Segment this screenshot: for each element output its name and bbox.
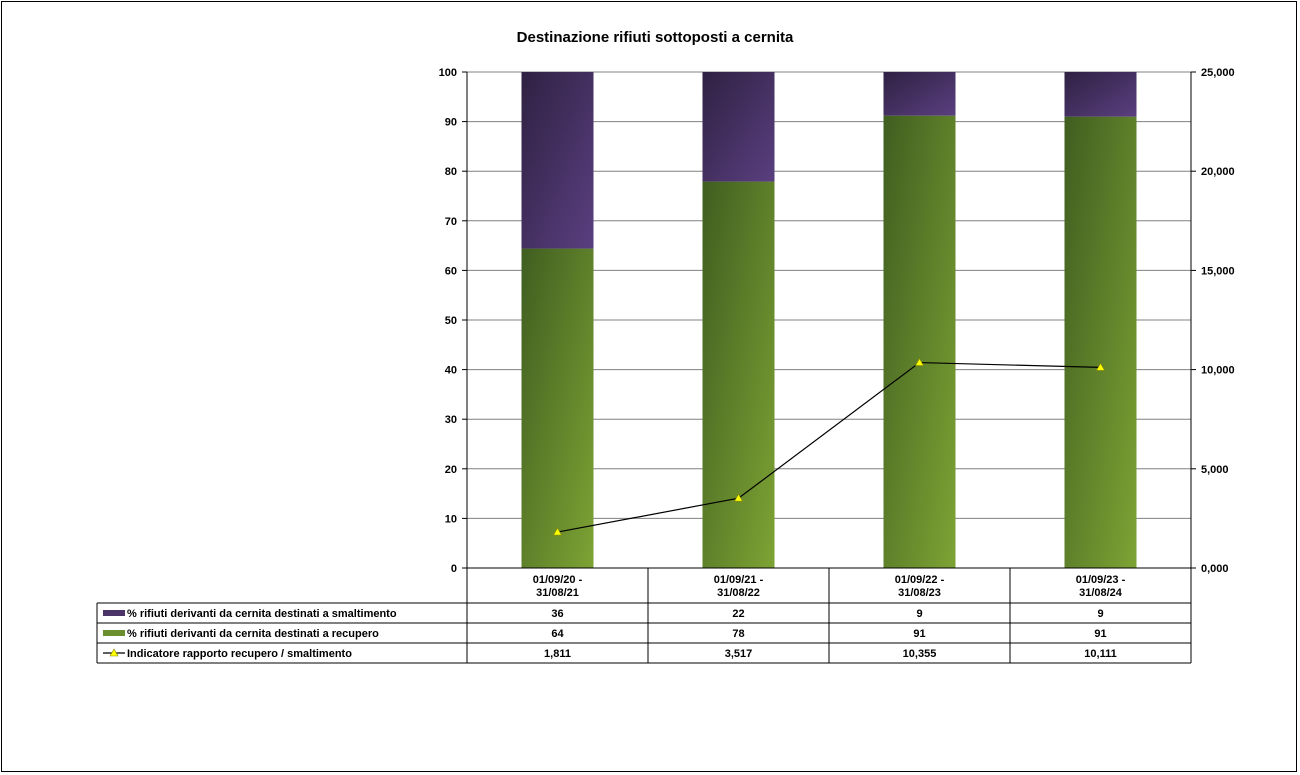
- y-left-ticks: 0 10 20 30 40 50 60 70 80 90 100: [439, 67, 467, 575]
- bar-recupero: [702, 181, 775, 568]
- indicator-point: [914, 357, 925, 366]
- x-tick-label: 01/09/20 -: [533, 574, 583, 586]
- data-label: 22: [732, 608, 744, 620]
- bar-recupero: [521, 248, 594, 569]
- x-tick-label: 01/09/23 -: [1076, 574, 1126, 586]
- y-left-tick-label: 90: [445, 117, 457, 129]
- data-label: 10,111: [1084, 648, 1116, 660]
- y-right-tick-label: 10,000: [1201, 365, 1235, 377]
- data-label: 3,517: [725, 648, 753, 660]
- x-tick-label: 01/09/22 -: [895, 574, 945, 586]
- data-table: 01/09/20 -31/08/21 01/09/21 -31/08/22 01/0…: [96, 568, 1192, 664]
- indicator-point: [552, 527, 563, 536]
- data-label: 64: [551, 628, 564, 640]
- line-series: [552, 357, 1106, 536]
- x-tick-label: 31/08/23: [898, 587, 941, 599]
- data-label: 10,355: [903, 648, 937, 660]
- y-left-tick-label: 30: [445, 414, 457, 426]
- x-tick-label: 31/08/22: [717, 587, 760, 599]
- legend-key-bar: [103, 610, 125, 616]
- y-right-ticks: 0,000 5,000 10,000 15,000 20,000 25,000: [1191, 67, 1235, 575]
- bar-smaltimento: [521, 72, 594, 249]
- y-left-tick-label: 20: [445, 464, 457, 476]
- legend-label: % rifiuti derivanti da cernita destinati…: [127, 608, 397, 620]
- chart-title: Destinazione rifiuti sottoposti a cernit…: [517, 29, 794, 46]
- bar-smaltimento: [702, 72, 775, 182]
- y-left-tick-label: 10: [445, 513, 457, 525]
- y-right-tick-label: 5,000: [1201, 464, 1229, 476]
- y-right-tick-label: 0,000: [1201, 563, 1229, 575]
- y-right-tick-label: 20,000: [1201, 166, 1235, 178]
- data-label: 91: [913, 628, 925, 640]
- legend-label: % rifiuti derivanti da cernita destinati…: [127, 628, 379, 640]
- y-left-tick-label: 100: [439, 67, 457, 79]
- bars: [521, 72, 1137, 569]
- y-left-tick-label: 50: [445, 315, 457, 327]
- x-tick-label: 31/08/24: [1079, 587, 1123, 599]
- x-tick-label: 31/08/21: [536, 587, 579, 599]
- y-left-tick-label: 80: [445, 166, 457, 178]
- y-right-tick-label: 15,000: [1201, 265, 1235, 277]
- y-left-tick-label: 70: [445, 216, 457, 228]
- data-label: 36: [551, 608, 563, 620]
- legend-key-marker: [109, 648, 119, 657]
- legend-label: Indicatore rapporto recupero / smaltimen…: [127, 648, 352, 660]
- indicator-line: [557, 361, 1101, 533]
- indicator-point: [733, 493, 744, 502]
- data-label: 9: [1097, 608, 1103, 620]
- x-tick-label: 01/09/21 -: [714, 574, 764, 586]
- y-left-tick-label: 0: [451, 563, 457, 575]
- data-label: 1,811: [544, 648, 571, 660]
- data-label: 9: [916, 608, 922, 620]
- y-right-tick-label: 25,000: [1201, 67, 1235, 79]
- bar-smaltimento: [883, 72, 956, 116]
- bar-recupero: [883, 115, 956, 568]
- y-left-tick-label: 40: [445, 365, 457, 377]
- bar-smaltimento: [1064, 72, 1137, 117]
- y-left-tick-label: 60: [445, 265, 457, 277]
- indicator-point: [1095, 362, 1106, 371]
- data-label: 91: [1094, 628, 1106, 640]
- legend-key-bar: [103, 630, 125, 636]
- bar-recupero: [1064, 116, 1137, 568]
- data-label: 78: [732, 628, 744, 640]
